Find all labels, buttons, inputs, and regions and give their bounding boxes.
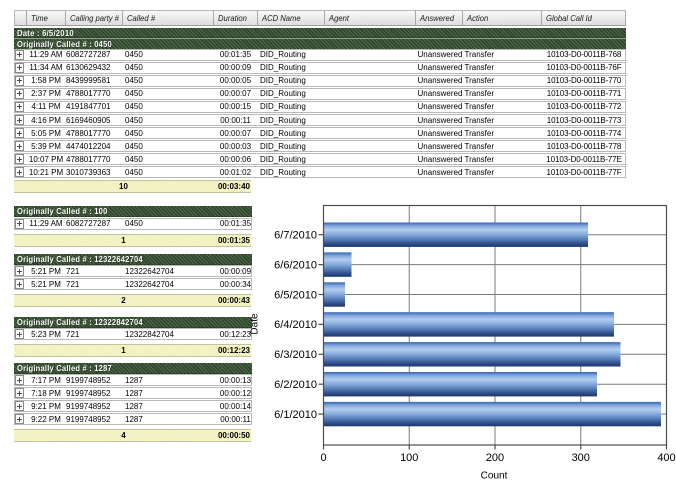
svg-text:6/3/2010: 6/3/2010: [274, 349, 317, 361]
svg-text:200: 200: [486, 452, 504, 464]
svg-text:Count: Count: [481, 471, 508, 482]
svg-text:6/2/2010: 6/2/2010: [274, 379, 317, 391]
svg-text:100: 100: [400, 452, 418, 464]
svg-text:0: 0: [320, 452, 326, 464]
svg-text:400: 400: [657, 452, 675, 464]
svg-text:6/7/2010: 6/7/2010: [274, 230, 317, 242]
svg-text:6/4/2010: 6/4/2010: [274, 319, 317, 331]
svg-text:300: 300: [572, 452, 590, 464]
svg-text:Date: Date: [250, 313, 261, 335]
svg-text:6/6/2010: 6/6/2010: [274, 259, 317, 271]
svg-text:6/5/2010: 6/5/2010: [274, 289, 317, 301]
svg-text:6/1/2010: 6/1/2010: [274, 409, 317, 421]
